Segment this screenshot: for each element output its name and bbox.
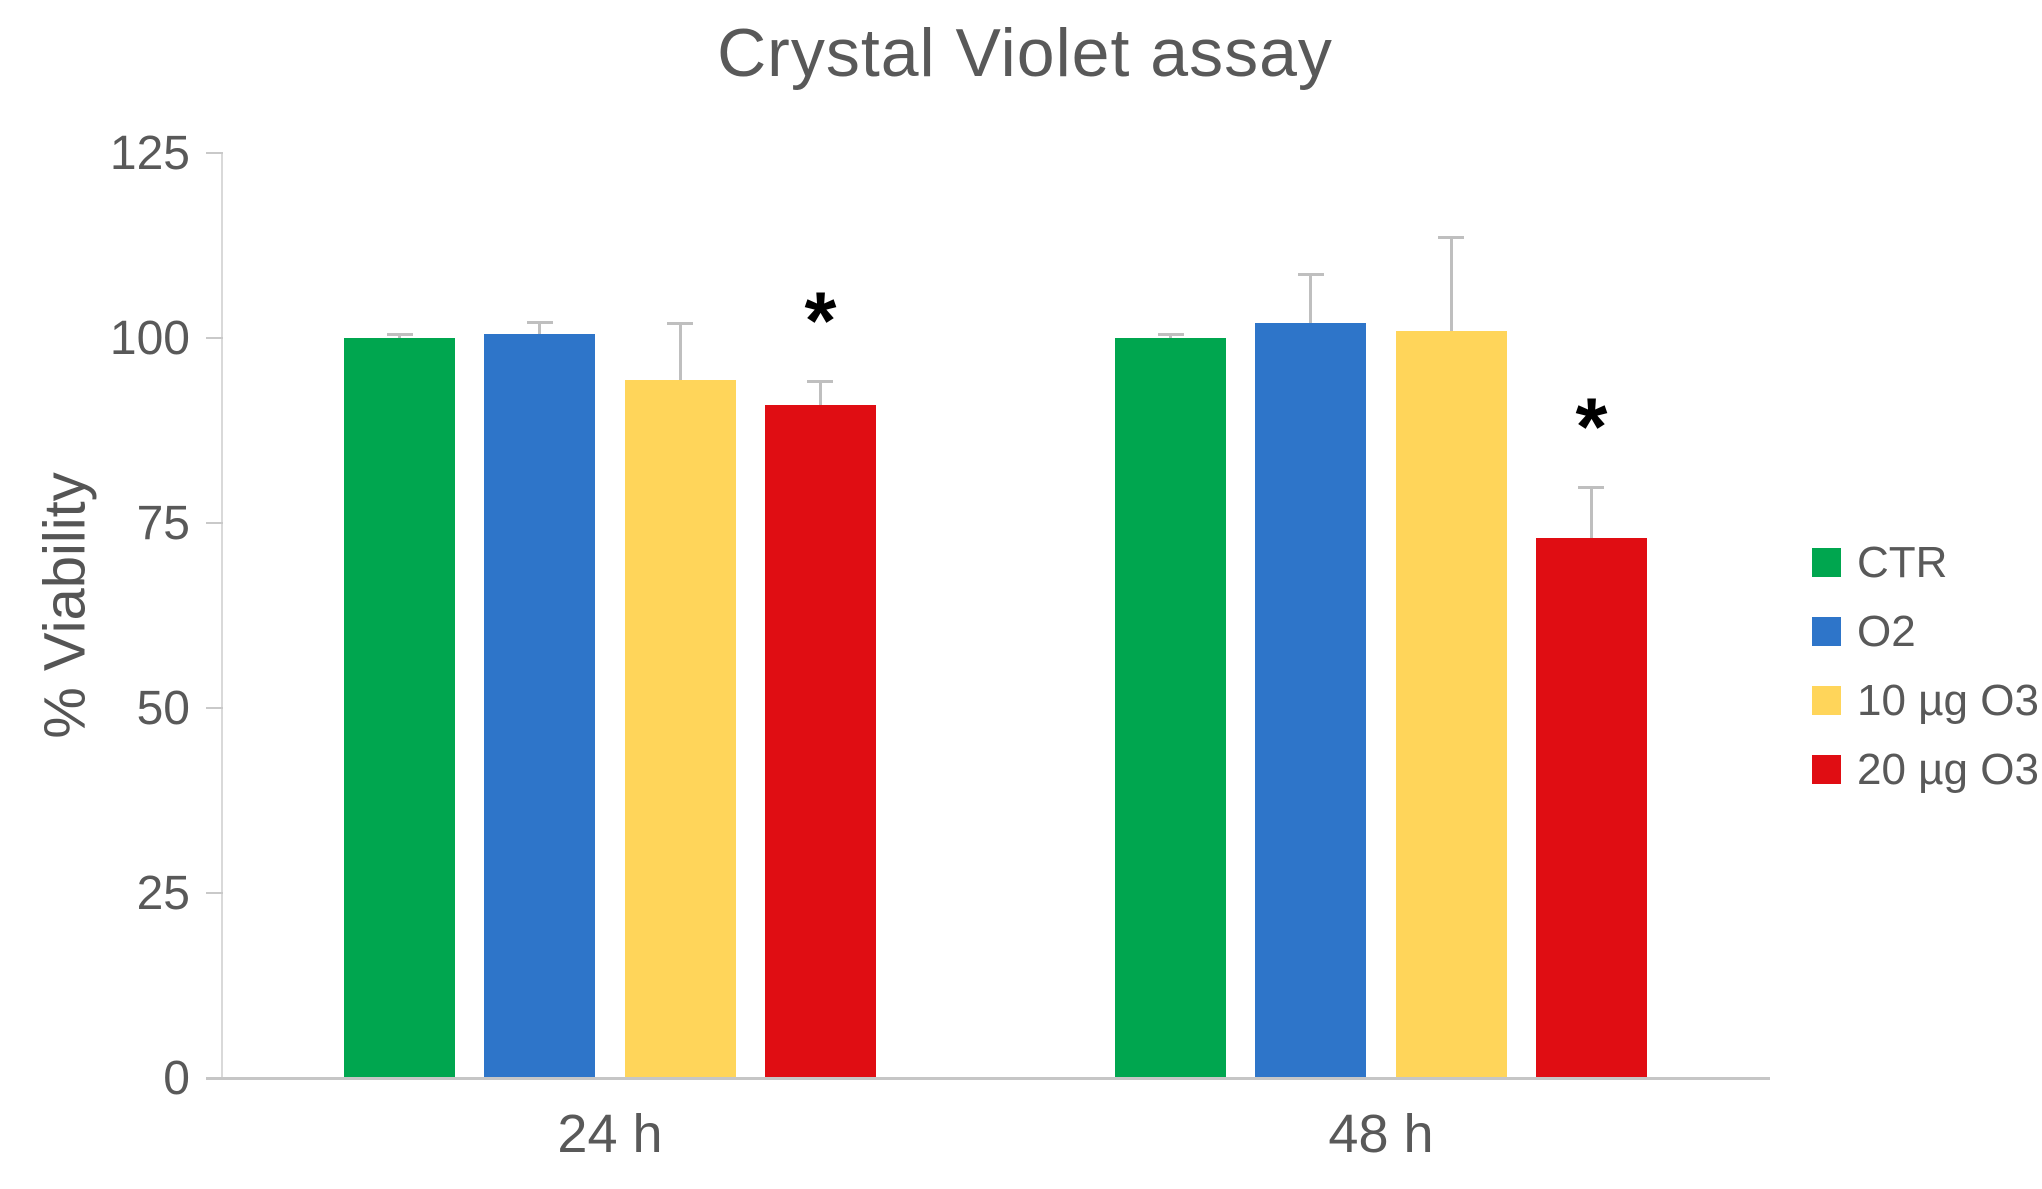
y-tick-label-0: 0 [163, 1052, 190, 1105]
error-bar-cap [807, 379, 834, 383]
y-tick-label-125: 125 [109, 127, 190, 180]
error-bar-cap [1578, 486, 1605, 490]
y-axis-label: % Viability [32, 472, 98, 739]
legend-swatch [1812, 686, 1841, 715]
bar-o2-48h [1255, 323, 1367, 1078]
error-bar [1309, 274, 1313, 324]
y-tick-label-50: 50 [136, 682, 190, 735]
y-tick-mark-50 [206, 707, 223, 709]
legend-swatch [1812, 617, 1841, 646]
y-tick-mark-100 [206, 337, 223, 339]
legend-item-o2: O2 [1812, 597, 2039, 666]
error-bar [678, 323, 682, 381]
legend-label: 10 µg O3 [1857, 675, 2039, 725]
x-category-label-24h: 24 h [557, 1104, 663, 1164]
y-tick-label-75: 75 [136, 497, 190, 550]
error-bar-cap [1438, 236, 1465, 240]
bar-ctr-24h [344, 338, 455, 1078]
legend: CTR O2 10 µg O3 20 µg O3 [1812, 528, 2039, 804]
legend-label: CTR [1857, 537, 1948, 587]
x-category-label-48h: 48 h [1328, 1104, 1434, 1164]
bar-o2-24h [484, 334, 596, 1078]
bar-10-µg-o3-48h [1395, 330, 1507, 1078]
error-bar-cap [386, 333, 413, 337]
error-bar [1449, 237, 1453, 331]
bar-ctr-48h [1115, 338, 1226, 1078]
y-axis-line [221, 153, 223, 1078]
legend-label: O2 [1857, 606, 1916, 656]
significance-marker: * [804, 275, 837, 367]
legend-item-ctr: CTR [1812, 528, 2039, 597]
y-tick-mark-75 [206, 522, 223, 524]
error-bar-cap [667, 322, 694, 326]
bar-10-µg-o3-24h [624, 380, 736, 1078]
error-bar [1589, 487, 1593, 538]
error-bar-cap [1297, 273, 1324, 277]
significance-marker: * [1575, 382, 1608, 474]
y-tick-label-25: 25 [136, 867, 190, 920]
legend-label: 20 µg O3 [1857, 744, 2039, 794]
bar-20-µg-o3-48h [1535, 537, 1647, 1078]
legend-swatch [1812, 548, 1841, 577]
error-bar-cap [1157, 333, 1184, 337]
error-bar [538, 321, 542, 335]
y-tick-mark-25 [206, 892, 223, 894]
legend-item-20-µg-o3: 20 µg O3 [1812, 735, 2039, 804]
error-bar [818, 380, 822, 405]
error-bar-cap [526, 320, 553, 324]
bar-20-µg-o3-24h [764, 404, 876, 1078]
x-axis-line [206, 1077, 1770, 1080]
legend-swatch [1812, 755, 1841, 784]
y-tick-label-100: 100 [109, 312, 190, 365]
y-tick-mark-125 [206, 152, 223, 154]
legend-item-10-µg-o3: 10 µg O3 [1812, 666, 2039, 735]
chart-title: Crystal Violet assay [717, 15, 1333, 91]
